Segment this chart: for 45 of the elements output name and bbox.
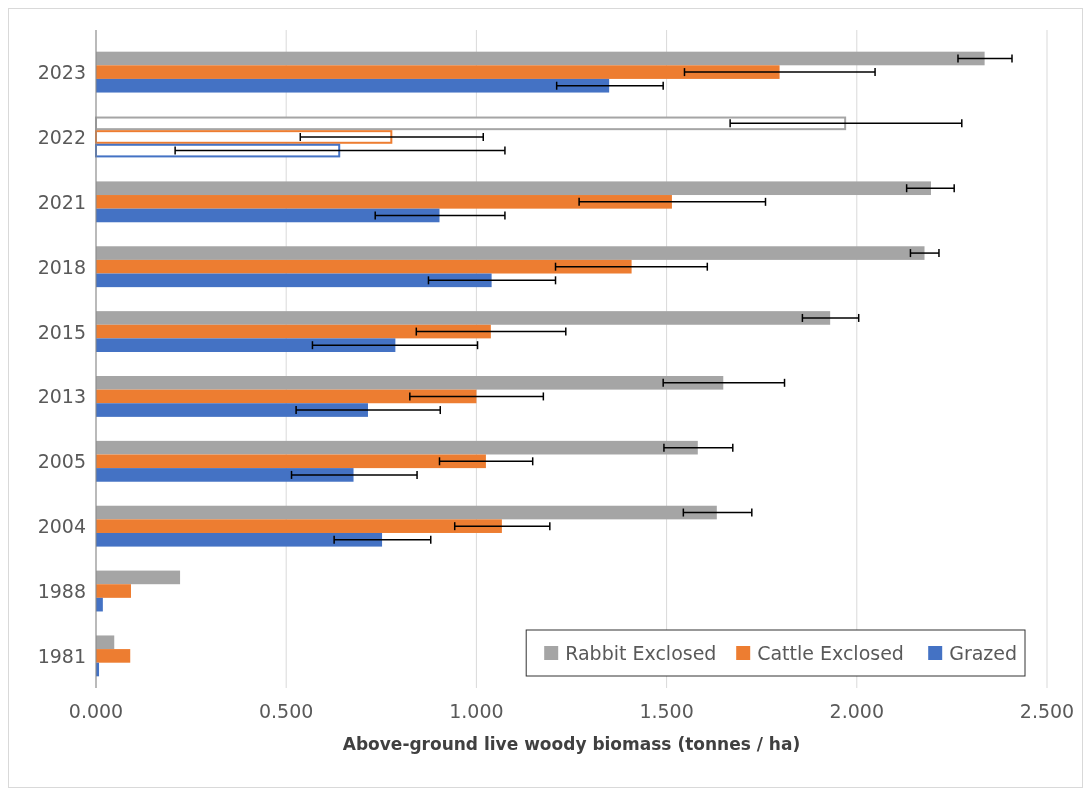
legend-label: Grazed: [949, 642, 1018, 664]
y-tick-label: 2021: [37, 190, 86, 213]
bar: [96, 208, 440, 223]
bar: [96, 532, 383, 547]
bar: [96, 376, 724, 390]
bar: [96, 259, 632, 274]
x-axis-title: Above-ground live woody biomass (tonnes / ha): [342, 734, 801, 754]
legend-label: Rabbit Exclosed: [565, 642, 717, 664]
y-tick-label: 2022: [37, 125, 86, 148]
y-tick-label: 2005: [37, 450, 86, 473]
y-tick-label: 2004: [37, 515, 86, 538]
bar: [96, 454, 486, 469]
x-tick-label: 0.500: [259, 700, 314, 722]
bar: [96, 635, 115, 650]
bar: [96, 78, 610, 93]
x-tick-label: 0.000: [68, 700, 124, 722]
bar: [96, 311, 831, 325]
bar: [96, 389, 477, 404]
bar: [96, 468, 354, 482]
bar: [96, 181, 931, 196]
bar: [96, 246, 925, 260]
bar: [96, 195, 672, 209]
y-tick-label: 1988: [37, 580, 86, 603]
bar: [96, 273, 492, 288]
bar: [96, 570, 181, 585]
y-tick-label: 2018: [37, 255, 86, 278]
bar: [96, 505, 717, 520]
bar: [96, 51, 985, 66]
bar: [96, 324, 491, 339]
bar: [96, 649, 131, 663]
x-tick-label: 1.000: [449, 700, 504, 722]
y-tick-label: 2015: [37, 320, 86, 343]
y-tick-label: 2013: [37, 385, 86, 408]
y-tick-label: 2023: [37, 61, 86, 84]
bar: [96, 65, 780, 79]
bar: [96, 440, 698, 455]
y-tick-label: 1981: [37, 644, 86, 667]
x-tick-label: 2.000: [829, 700, 884, 722]
bar: [96, 584, 131, 598]
x-tick-label: 1.500: [639, 700, 694, 722]
bar: [96, 519, 502, 533]
bar: [96, 338, 396, 352]
legend-label: Cattle Exclosed: [757, 642, 904, 664]
x-tick-label: 2.500: [1019, 700, 1075, 722]
bar: [96, 403, 368, 417]
